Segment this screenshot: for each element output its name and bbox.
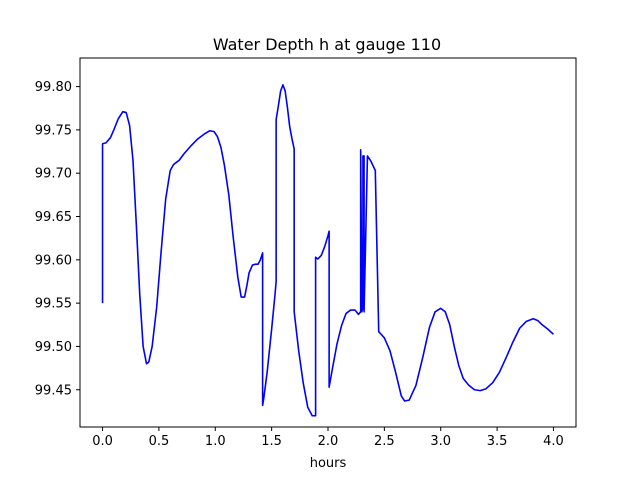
x-tick-label: 0.5	[149, 434, 170, 449]
plot-area	[80, 58, 576, 427]
x-tick-label: 0.0	[92, 434, 113, 449]
x-axis-ticks: 0.0 0.5 1.0 1.5 2.0 2.5 3.0 3.5 4.0	[92, 427, 564, 449]
x-tick-label: 3.5	[487, 434, 508, 449]
x-tick-label: 2.0	[318, 434, 339, 449]
x-tick-label: 3.0	[430, 434, 451, 449]
plot-frame	[79, 57, 577, 428]
y-tick-label: 99.60	[35, 253, 72, 268]
y-axis-ticks: 99.45 99.50 99.55 99.60 99.65 99.70 99.75 99.80	[35, 80, 80, 398]
x-tick-label: 4.0	[543, 434, 564, 449]
chart-title: Water Depth h at gauge 110	[213, 35, 441, 54]
y-tick-label: 99.45	[35, 383, 72, 398]
y-tick-label: 99.80	[35, 80, 72, 95]
x-tick-label: 2.5	[374, 434, 395, 449]
x-tick-label: 1.0	[205, 434, 226, 449]
y-tick-label: 99.50	[35, 340, 72, 355]
y-tick-label: 99.70	[35, 167, 72, 182]
y-tick-label: 99.65	[35, 210, 72, 225]
x-tick-label: 1.5	[261, 434, 282, 449]
y-tick-label: 99.55	[35, 297, 72, 312]
y-tick-label: 99.75	[35, 123, 72, 138]
x-axis-label: hours	[310, 456, 347, 471]
series-line	[101, 84, 554, 417]
